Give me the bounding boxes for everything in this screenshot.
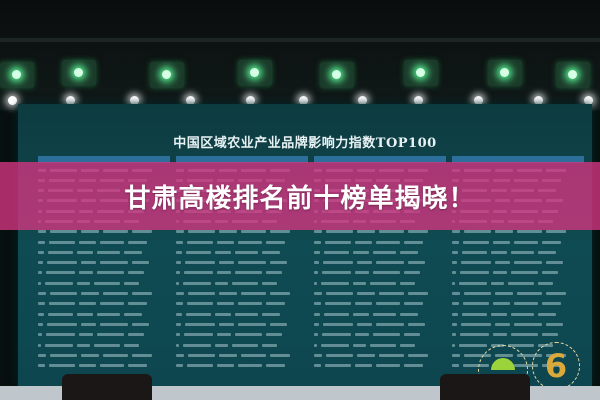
lighting-truss: [0, 38, 600, 42]
column-header: [314, 156, 446, 163]
table-row: [38, 290, 170, 298]
table-row: [314, 331, 446, 339]
stage-light: [0, 62, 34, 88]
stage-bulb: [299, 96, 308, 105]
table-row: [452, 310, 584, 318]
table-row: [176, 238, 308, 246]
table-row: [314, 279, 446, 287]
table-row: [314, 310, 446, 318]
stage-bulb: [8, 96, 17, 105]
table-row: [314, 248, 446, 256]
table-row: [314, 341, 446, 349]
table-row: [176, 228, 308, 236]
table-row: [452, 331, 584, 339]
table-row: [314, 259, 446, 267]
table-row: [452, 320, 584, 328]
headline-band: [0, 162, 600, 230]
stage-light: [150, 62, 184, 88]
table-row: [38, 362, 170, 370]
table-row: [38, 320, 170, 328]
stage-bulb: [358, 96, 367, 105]
table-row: [314, 320, 446, 328]
table-row: [176, 279, 308, 287]
stage-light: [62, 60, 96, 86]
table-row: [314, 300, 446, 308]
anniversary-logo: 6: [532, 342, 580, 390]
stage-bulb: [584, 96, 593, 105]
table-row: [38, 259, 170, 267]
led-screen: 中国区域农业产业品牌影响力指数TOP100: [18, 104, 592, 400]
stage-ceiling: [0, 0, 600, 110]
column-header: [38, 156, 170, 163]
table-row: [314, 269, 446, 277]
table-row: [452, 300, 584, 308]
table-row: [452, 259, 584, 267]
table-row: [452, 228, 584, 236]
table-row: [38, 310, 170, 318]
stage-bulb: [534, 96, 543, 105]
stage-bulb: [414, 96, 423, 105]
table-row: [452, 269, 584, 277]
column-header: [452, 156, 584, 163]
table-row: [38, 300, 170, 308]
stage-light: [556, 62, 590, 88]
stage-monitor-left: [62, 374, 152, 400]
screen-title: 中国区域农业产业品牌影响力指数TOP100: [173, 136, 437, 151]
table-row: [38, 279, 170, 287]
table-row: [314, 362, 446, 370]
stage-light: [320, 62, 354, 88]
column-header: [176, 156, 308, 163]
table-row: [176, 341, 308, 349]
table-row: [176, 351, 308, 359]
table-row: [176, 362, 308, 370]
table-row: [176, 331, 308, 339]
table-row: [176, 300, 308, 308]
table-row: [176, 259, 308, 267]
table-row: [176, 248, 308, 256]
table-row: [38, 248, 170, 256]
stage-bulb: [186, 96, 195, 105]
stage-bulb: [474, 96, 483, 105]
table-row: [314, 290, 446, 298]
table-row: [314, 228, 446, 236]
table-row: [176, 290, 308, 298]
table-row: [452, 248, 584, 256]
stage-light: [404, 60, 438, 86]
table-row: [314, 351, 446, 359]
table-row: [38, 228, 170, 236]
table-row: [452, 290, 584, 298]
table-row: [314, 238, 446, 246]
table-row: [452, 279, 584, 287]
table-row: [176, 320, 308, 328]
headline: 甘肃高楼排名前十榜单揭晓！: [124, 184, 476, 214]
table-row: [452, 238, 584, 246]
table-row: [38, 351, 170, 359]
table-row: [176, 269, 308, 277]
stage-bulb: [130, 96, 139, 105]
stage-light: [488, 60, 522, 86]
table-row: [38, 331, 170, 339]
table-row: [38, 269, 170, 277]
table-row: [176, 310, 308, 318]
table-row: [38, 341, 170, 349]
table-row: [38, 238, 170, 246]
stage-bulb: [66, 96, 75, 105]
stage-light: [238, 60, 272, 86]
stage-bulb: [246, 96, 255, 105]
stage-monitor-right: [440, 374, 530, 400]
